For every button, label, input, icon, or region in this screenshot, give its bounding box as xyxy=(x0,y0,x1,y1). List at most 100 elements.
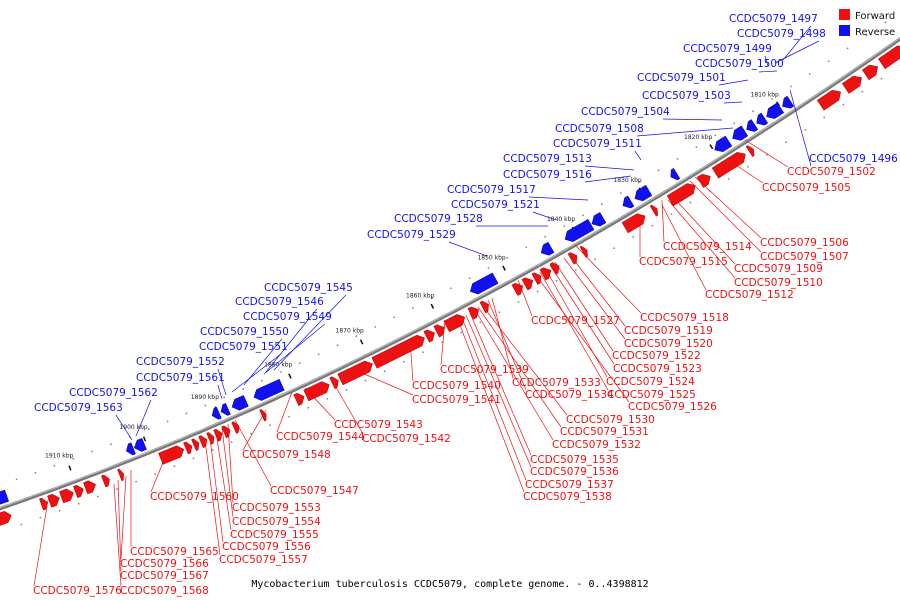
gene-label-forward: CCDC5079_1560 xyxy=(150,491,239,503)
tick-dot xyxy=(804,129,806,131)
tick-dot xyxy=(355,335,358,338)
tick-dot xyxy=(431,297,433,299)
backbone-line xyxy=(0,36,900,511)
gene-label-forward: CCDC5079_1531 xyxy=(560,426,649,438)
leader-line xyxy=(461,317,527,481)
gene-label-forward: CCDC5079_1532 xyxy=(552,439,641,451)
reverse-gene xyxy=(253,378,285,401)
gene-label-reverse: CCDC5079_1563 xyxy=(34,402,123,414)
tick-dot xyxy=(211,449,214,452)
forward-gene xyxy=(745,145,755,158)
tick-dot xyxy=(632,236,635,238)
leader-line xyxy=(789,89,812,167)
leader-line xyxy=(477,306,562,428)
gene-label-reverse: CCDC5079_1517 xyxy=(447,184,536,196)
leader-line xyxy=(448,241,488,257)
leader-line xyxy=(115,414,133,441)
leader-line xyxy=(528,196,589,201)
tick-dot xyxy=(752,110,754,113)
gene-label-forward: CCDC5079_1576 xyxy=(33,585,122,597)
tick-dot xyxy=(116,488,118,490)
reverse-gene xyxy=(622,195,635,209)
tick-dot xyxy=(733,122,736,125)
reverse-gene xyxy=(732,125,749,141)
leader-line xyxy=(221,427,234,518)
leader-line xyxy=(474,309,554,441)
leader-line xyxy=(33,499,49,587)
leader-line xyxy=(569,254,626,327)
leader-line xyxy=(563,257,626,340)
gene-label-reverse: CCDC5079_1513 xyxy=(503,153,592,165)
gene-label-forward: CCDC5079_1535 xyxy=(530,454,619,466)
tick-label: 1840 kbp xyxy=(547,216,575,223)
tick-dot xyxy=(689,201,692,204)
tick-dot xyxy=(279,371,282,373)
leader-line xyxy=(667,199,736,279)
gene-label-forward: CCDC5079_1555 xyxy=(230,529,319,541)
leader-line xyxy=(584,175,632,183)
tick-label: 1910 kbp xyxy=(45,453,73,460)
tick-dot xyxy=(393,316,395,319)
tick-dot xyxy=(771,98,773,100)
gene-label-reverse: CCDC5079_1500 xyxy=(695,58,784,70)
leader-line xyxy=(457,319,525,493)
tick-dot xyxy=(242,388,245,390)
tick-dot xyxy=(525,246,528,249)
legend-forward-swatch xyxy=(839,9,850,20)
leader-line xyxy=(135,399,152,437)
tick-dot xyxy=(250,432,252,435)
tick-dot xyxy=(487,267,490,269)
tick-dot xyxy=(842,103,845,106)
gene-label-forward: CCDC5079_1543 xyxy=(334,419,423,431)
tick-dot xyxy=(422,351,424,354)
leader-line xyxy=(689,180,762,253)
tick-dot xyxy=(96,495,99,498)
tick-label: 1870 kbp xyxy=(336,328,364,335)
forward-gene xyxy=(467,306,479,320)
tick-dot xyxy=(536,290,539,293)
leader-line xyxy=(263,323,326,375)
tick-dot xyxy=(460,331,463,334)
tick-dot xyxy=(638,180,641,183)
forward-gene xyxy=(549,262,560,275)
gene-label-forward: CCDC5079_1537 xyxy=(525,479,614,491)
tick-dot xyxy=(72,457,75,460)
tick-dot xyxy=(695,146,698,149)
leader-line xyxy=(487,299,527,391)
reverse-gene xyxy=(670,167,681,181)
forward-gene xyxy=(539,267,552,281)
gene-label-reverse: CCDC5079_1497 xyxy=(729,13,818,25)
tick-dot xyxy=(288,415,290,418)
forward-gene xyxy=(443,314,466,333)
forward-gene xyxy=(816,89,841,111)
leader-line xyxy=(723,101,743,104)
leader-line xyxy=(764,55,769,67)
genome-caption: Mycobacterium tuberculosis CCDC5079, com… xyxy=(251,579,648,590)
legend-reverse-swatch xyxy=(839,25,850,36)
tick-label: 1830 kbp xyxy=(613,177,641,184)
forward-gene-labels: CCDC5079_1502 CCDC5079_1505 CCDC5079_1506 C… xyxy=(33,166,876,597)
forward-gene xyxy=(567,252,578,265)
leader-line xyxy=(671,195,736,265)
leader-line xyxy=(113,483,122,587)
tick-dot xyxy=(402,360,405,363)
tick-dot xyxy=(544,235,547,238)
tick-dot xyxy=(479,321,482,324)
gene-label-forward: CCDC5079_1567 xyxy=(120,570,209,582)
gene-label-reverse: CCDC5079_1496 xyxy=(809,153,898,165)
forward-gene xyxy=(0,511,12,526)
forward-gene xyxy=(423,329,435,343)
tick-dot xyxy=(135,480,138,483)
leader-line xyxy=(636,127,734,137)
leader-line xyxy=(544,267,608,378)
backbone-highlight xyxy=(0,37,900,509)
gene-label-forward: CCDC5079_1565 xyxy=(130,546,219,558)
gene-label-forward: CCDC5079_1506 xyxy=(760,237,849,249)
tick-dot xyxy=(154,473,157,475)
tick-dot xyxy=(594,258,596,260)
gene-label-forward: CCDC5079_1509 xyxy=(734,263,823,275)
gene-label-reverse: CCDC5079_1498 xyxy=(737,28,826,40)
gene-label-forward: CCDC5079_1553 xyxy=(232,502,321,514)
forward-gene xyxy=(877,45,900,70)
tick-dot xyxy=(714,134,717,137)
